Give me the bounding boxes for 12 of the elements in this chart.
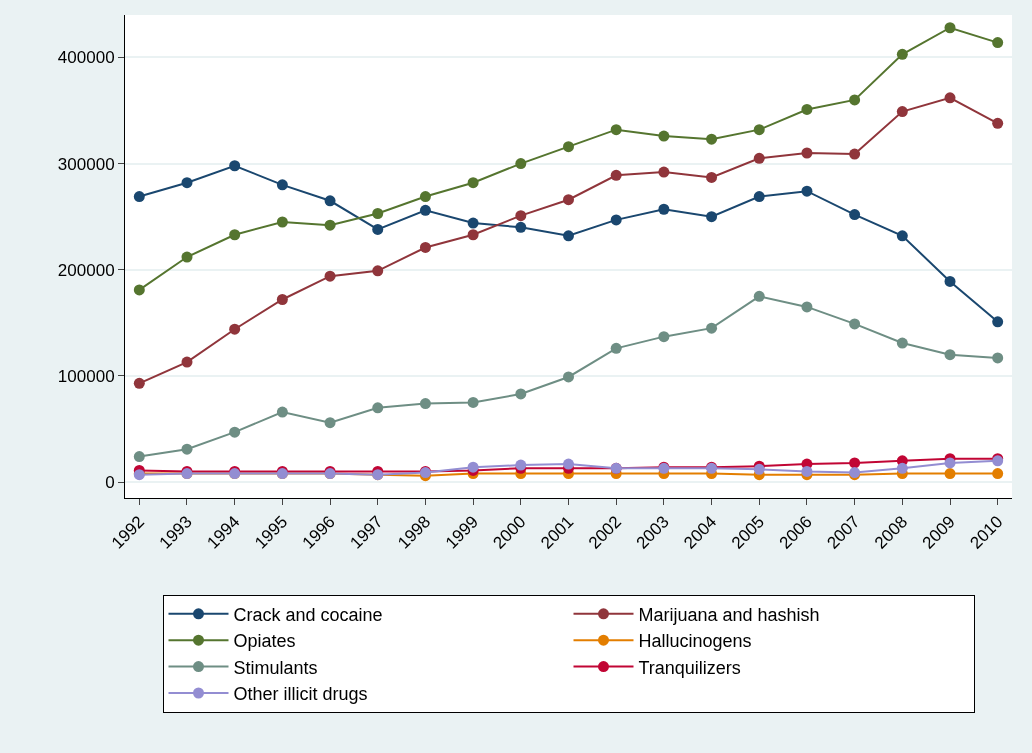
legend-label: Hallucinogens bbox=[638, 631, 752, 652]
y-tick-label: 200000 bbox=[57, 260, 115, 280]
legend-label: Other illicit drugs bbox=[233, 684, 368, 705]
legend-label: Stimulants bbox=[233, 657, 318, 678]
y-tick-label: 400000 bbox=[57, 48, 115, 68]
legend-label: Tranquilizers bbox=[638, 657, 741, 678]
y-tick-label: 300000 bbox=[57, 154, 115, 174]
y-tick-label: 0 bbox=[105, 473, 115, 493]
y-tick-label: 100000 bbox=[57, 366, 115, 386]
legend-label: Opiates bbox=[233, 631, 296, 652]
legend-label: Crack and cocaine bbox=[233, 604, 383, 625]
legend-label: Marijuana and hashish bbox=[638, 604, 820, 625]
